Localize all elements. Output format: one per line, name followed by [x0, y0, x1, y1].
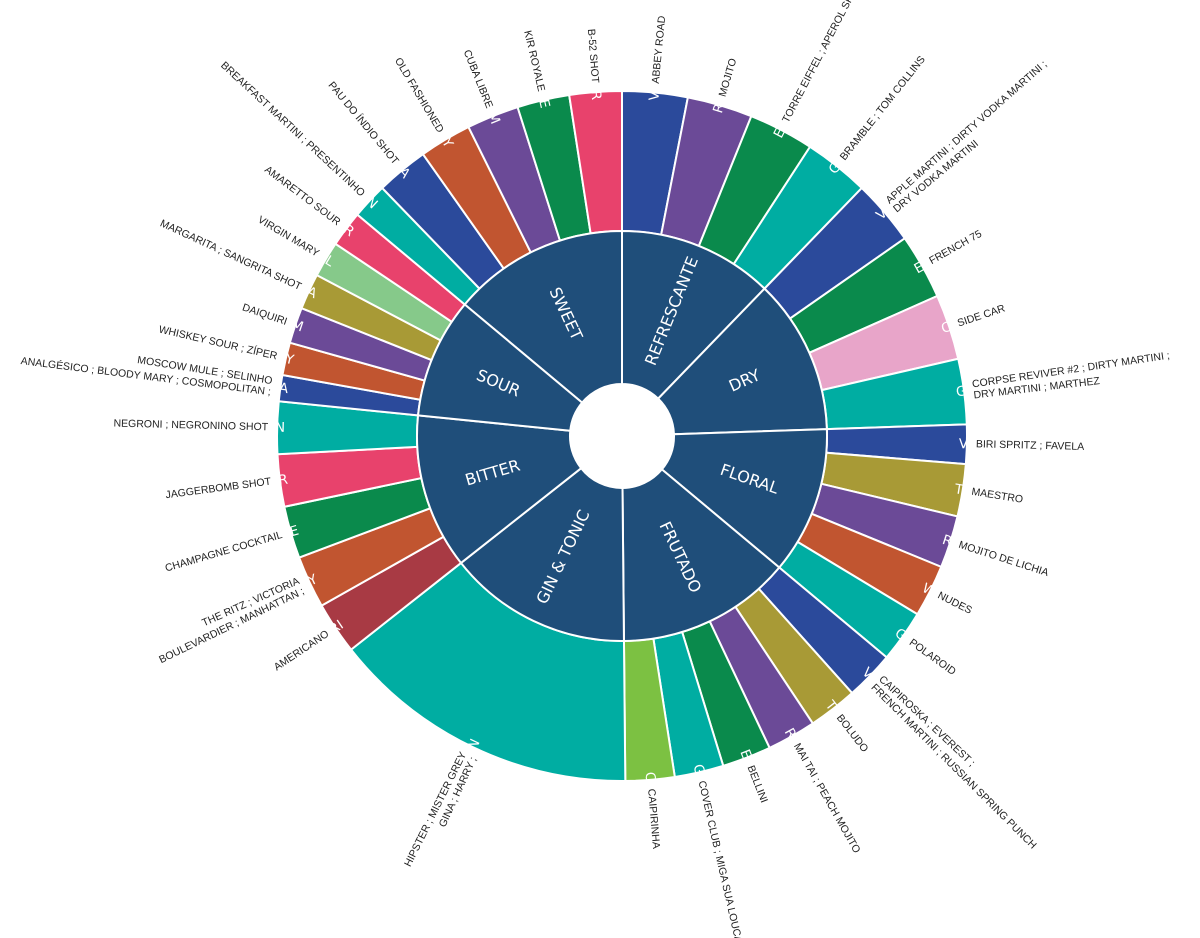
spirit-label: GIN [260, 419, 285, 436]
drink-label: OLD FASHIONED [392, 56, 446, 136]
drink-label: CAIPIROSKA ; EVEREST ; [876, 674, 977, 770]
drink-label: BRAMBLE ; TOM COLLINS [838, 54, 928, 163]
spirit-label: LICOR [585, 59, 604, 101]
drink-label: CAIPIRINHA [645, 788, 662, 849]
drink-label: MOJITO [717, 57, 740, 98]
drink-label: CHAMPAGNE COCKTAIL [164, 529, 284, 575]
drink-label: JAGGERBOMB SHOT [165, 476, 272, 502]
drink-label: MAI TAI ; PEACH MOJITO [791, 741, 863, 855]
drink-label: BREAKFAST MARTINI ; PRESENTINHO [218, 59, 367, 199]
spirit-label: LICOR [246, 472, 289, 493]
drink-label: BOLUDO [834, 712, 871, 754]
drink-label: BIRI SPRITZ ; FAVELA [976, 438, 1085, 453]
flavor-slice-gin-tonic [459, 466, 625, 642]
spirit-label: GIN [690, 763, 711, 791]
drink-label: COVER CLUB ; MIGA SUA LOUCA [696, 780, 745, 938]
drink-label: AMERICANO [272, 628, 331, 673]
drink-label: DAIQUIRI [241, 302, 289, 328]
flavor-slice-sweet [463, 229, 623, 405]
drink-label: NEGRONI ; NEGRONINO SHOT [113, 418, 268, 434]
spirit-label: VODKA [959, 436, 1008, 453]
spirit-label: GIN [955, 381, 981, 400]
drink-label: VIRGIN MARY [256, 214, 322, 260]
drink-label: HIPSTER ; MISTER GREY [402, 750, 469, 869]
outer-ring: VODKA RUM ESPUMANTEGINVODKAESPUMANTECONHAQ… [217, 25, 1019, 838]
drink-label: TORRE EIFFEL ; APEROL SPRITZ [780, 0, 867, 125]
drink-label: MOJITO DE LICHIA [957, 539, 1050, 579]
spirit-label: VODKA [646, 51, 667, 101]
drink-label: SIDE CAR [956, 302, 1007, 329]
spirit-label: CACHAÇA [642, 771, 663, 839]
center-hole [570, 384, 674, 488]
drink-label: POLAROID [907, 637, 958, 679]
drink-label: ABBEY ROAD [650, 15, 669, 84]
spirit-label: VODKA [240, 375, 290, 398]
drink-label: DRY VODKA MARTINI [891, 138, 981, 215]
drink-label: WHISKEY SOUR ; ZÍPER [158, 323, 279, 363]
drink-label: PAU DO ÍNDIO SHOT [326, 79, 402, 168]
drink-label: FRENCH MARTINI ; RUSSIAN SPRING PUNCH [869, 682, 1039, 852]
drink-label: B-52 SHOT [585, 28, 601, 84]
drink-label: FRENCH 75 [927, 228, 984, 267]
drink-label: BOULEVARDIER ; MANHATTAN ; [157, 585, 306, 666]
drink-label: KIR ROYALE [521, 29, 547, 92]
